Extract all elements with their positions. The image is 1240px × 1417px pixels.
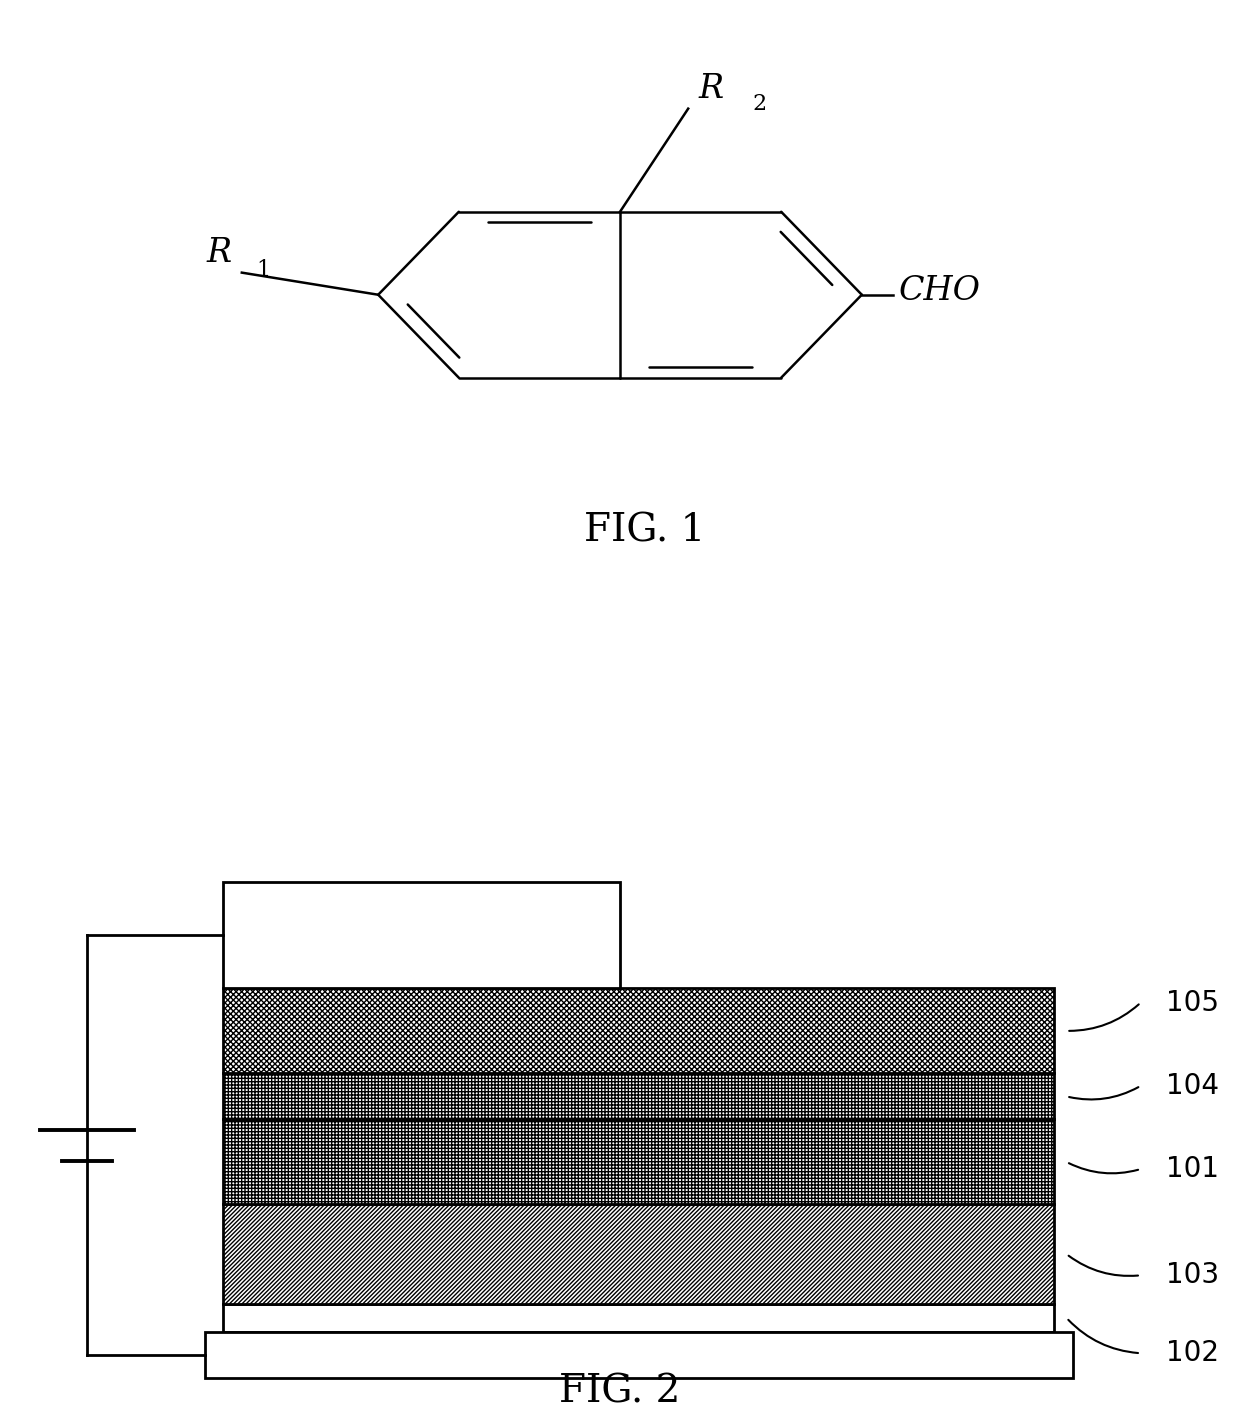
Text: 101: 101 xyxy=(1166,1155,1219,1183)
Text: 105: 105 xyxy=(1166,989,1219,1016)
Bar xyxy=(223,1074,1054,1119)
Text: 102: 102 xyxy=(1166,1339,1219,1367)
Text: FIG. 2: FIG. 2 xyxy=(559,1373,681,1411)
Bar xyxy=(223,1304,1054,1332)
Text: R: R xyxy=(207,237,232,269)
Text: 1: 1 xyxy=(257,259,270,282)
Bar xyxy=(205,1332,1073,1377)
Bar xyxy=(223,1119,1054,1204)
Text: 104: 104 xyxy=(1166,1071,1219,1100)
Text: 2: 2 xyxy=(753,92,766,115)
Bar xyxy=(223,1204,1054,1304)
Bar xyxy=(223,988,1054,1074)
Text: 103: 103 xyxy=(1166,1261,1219,1289)
Text: FIG. 1: FIG. 1 xyxy=(584,512,706,548)
Text: CHO: CHO xyxy=(899,275,981,307)
Bar xyxy=(223,881,620,988)
Text: R: R xyxy=(698,72,723,105)
